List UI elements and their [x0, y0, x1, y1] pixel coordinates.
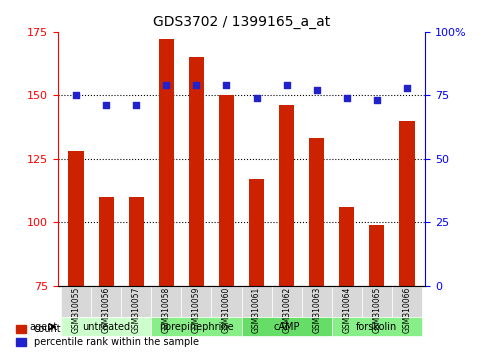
Legend: count, percentile rank within the sample: count, percentile rank within the sample: [14, 322, 201, 349]
Text: GSM310064: GSM310064: [342, 287, 351, 333]
Point: [403, 85, 411, 91]
FancyBboxPatch shape: [271, 286, 302, 317]
Point: [253, 95, 260, 101]
Bar: [279, 105, 294, 286]
FancyBboxPatch shape: [151, 317, 242, 336]
Bar: [249, 179, 264, 286]
FancyBboxPatch shape: [392, 286, 422, 317]
Point: [313, 87, 321, 93]
Point: [223, 82, 230, 88]
Point: [373, 97, 381, 103]
FancyBboxPatch shape: [151, 286, 181, 317]
FancyBboxPatch shape: [332, 317, 422, 336]
Text: norepinephrine: norepinephrine: [159, 322, 234, 332]
Point: [102, 103, 110, 108]
Text: GSM310059: GSM310059: [192, 287, 201, 333]
Point: [283, 82, 290, 88]
Bar: [219, 95, 234, 286]
Title: GDS3702 / 1399165_a_at: GDS3702 / 1399165_a_at: [153, 16, 330, 29]
Text: GSM310062: GSM310062: [282, 287, 291, 333]
Point: [132, 103, 140, 108]
Text: GSM310055: GSM310055: [71, 287, 81, 333]
Text: GSM310066: GSM310066: [402, 287, 412, 333]
Text: agent: agent: [30, 322, 58, 332]
Bar: [99, 197, 114, 286]
Bar: [369, 225, 384, 286]
FancyBboxPatch shape: [61, 317, 151, 336]
FancyBboxPatch shape: [242, 286, 271, 317]
Text: GSM310060: GSM310060: [222, 287, 231, 333]
Bar: [189, 57, 204, 286]
FancyBboxPatch shape: [362, 286, 392, 317]
Text: GSM310065: GSM310065: [372, 287, 382, 333]
FancyBboxPatch shape: [181, 286, 212, 317]
FancyBboxPatch shape: [61, 286, 91, 317]
Text: GSM310056: GSM310056: [101, 287, 111, 333]
Point: [162, 82, 170, 88]
Text: GSM310058: GSM310058: [162, 287, 171, 333]
Point: [343, 95, 351, 101]
Text: GSM310057: GSM310057: [132, 287, 141, 333]
Bar: [309, 138, 324, 286]
FancyBboxPatch shape: [91, 286, 121, 317]
Bar: [159, 39, 174, 286]
Text: cAMP: cAMP: [273, 322, 300, 332]
Text: GSM310063: GSM310063: [312, 287, 321, 333]
Bar: [69, 151, 84, 286]
Point: [72, 92, 80, 98]
Text: forskolin: forskolin: [356, 322, 398, 332]
Bar: [399, 121, 414, 286]
Bar: [128, 197, 144, 286]
Point: [193, 82, 200, 88]
FancyBboxPatch shape: [242, 317, 332, 336]
Text: untreated: untreated: [82, 322, 130, 332]
FancyBboxPatch shape: [121, 286, 151, 317]
FancyBboxPatch shape: [212, 286, 242, 317]
FancyBboxPatch shape: [332, 286, 362, 317]
Text: GSM310061: GSM310061: [252, 287, 261, 333]
Bar: [339, 207, 355, 286]
FancyBboxPatch shape: [302, 286, 332, 317]
